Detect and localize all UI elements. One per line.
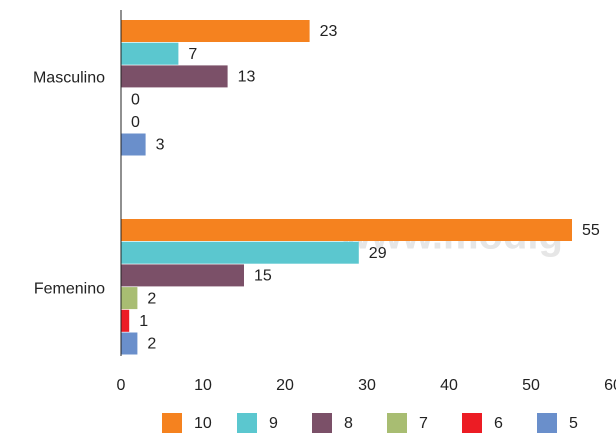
- category-label: Femenino: [34, 280, 105, 297]
- data-label: 7: [188, 46, 197, 63]
- data-label: 0: [131, 114, 140, 131]
- data-label: 3: [156, 137, 165, 154]
- bar: [121, 219, 572, 241]
- bar: [121, 20, 310, 42]
- bar: [121, 332, 138, 355]
- bar: [121, 241, 359, 264]
- x-tick-label: 40: [440, 377, 458, 394]
- x-tick-label: 20: [276, 377, 294, 394]
- legend-label: 9: [269, 415, 278, 432]
- legend-swatch: [462, 413, 482, 433]
- x-tick-label: 60: [604, 377, 616, 394]
- x-tick-label: 0: [117, 377, 126, 394]
- data-label: 29: [369, 245, 387, 262]
- data-label: 15: [254, 268, 272, 285]
- data-label: 23: [320, 23, 338, 40]
- x-tick-label: 10: [194, 377, 212, 394]
- bar: [121, 287, 138, 310]
- legend-swatch: [312, 413, 332, 433]
- data-label: 0: [131, 91, 140, 108]
- legend-swatch: [387, 413, 407, 433]
- bar: [121, 133, 146, 156]
- data-label: 1: [139, 313, 148, 330]
- legend-swatch: [537, 413, 557, 433]
- legend-label: 10: [194, 415, 212, 432]
- bar: [121, 309, 130, 332]
- legend-label: 6: [494, 415, 503, 432]
- data-label: 2: [147, 290, 156, 307]
- bar: [121, 42, 179, 65]
- data-label: 13: [238, 69, 256, 86]
- data-label: 2: [147, 336, 156, 353]
- legend-swatch: [237, 413, 257, 433]
- legend-label: 8: [344, 415, 353, 432]
- category-label: Masculino: [33, 69, 105, 86]
- legend-label: 5: [569, 415, 578, 432]
- bar: [121, 65, 228, 88]
- x-tick-label: 30: [358, 377, 376, 394]
- legend-swatch: [162, 413, 182, 433]
- data-label: 55: [582, 222, 600, 239]
- x-tick-label: 50: [522, 377, 540, 394]
- legend-label: 7: [419, 415, 428, 432]
- bar: [121, 264, 244, 287]
